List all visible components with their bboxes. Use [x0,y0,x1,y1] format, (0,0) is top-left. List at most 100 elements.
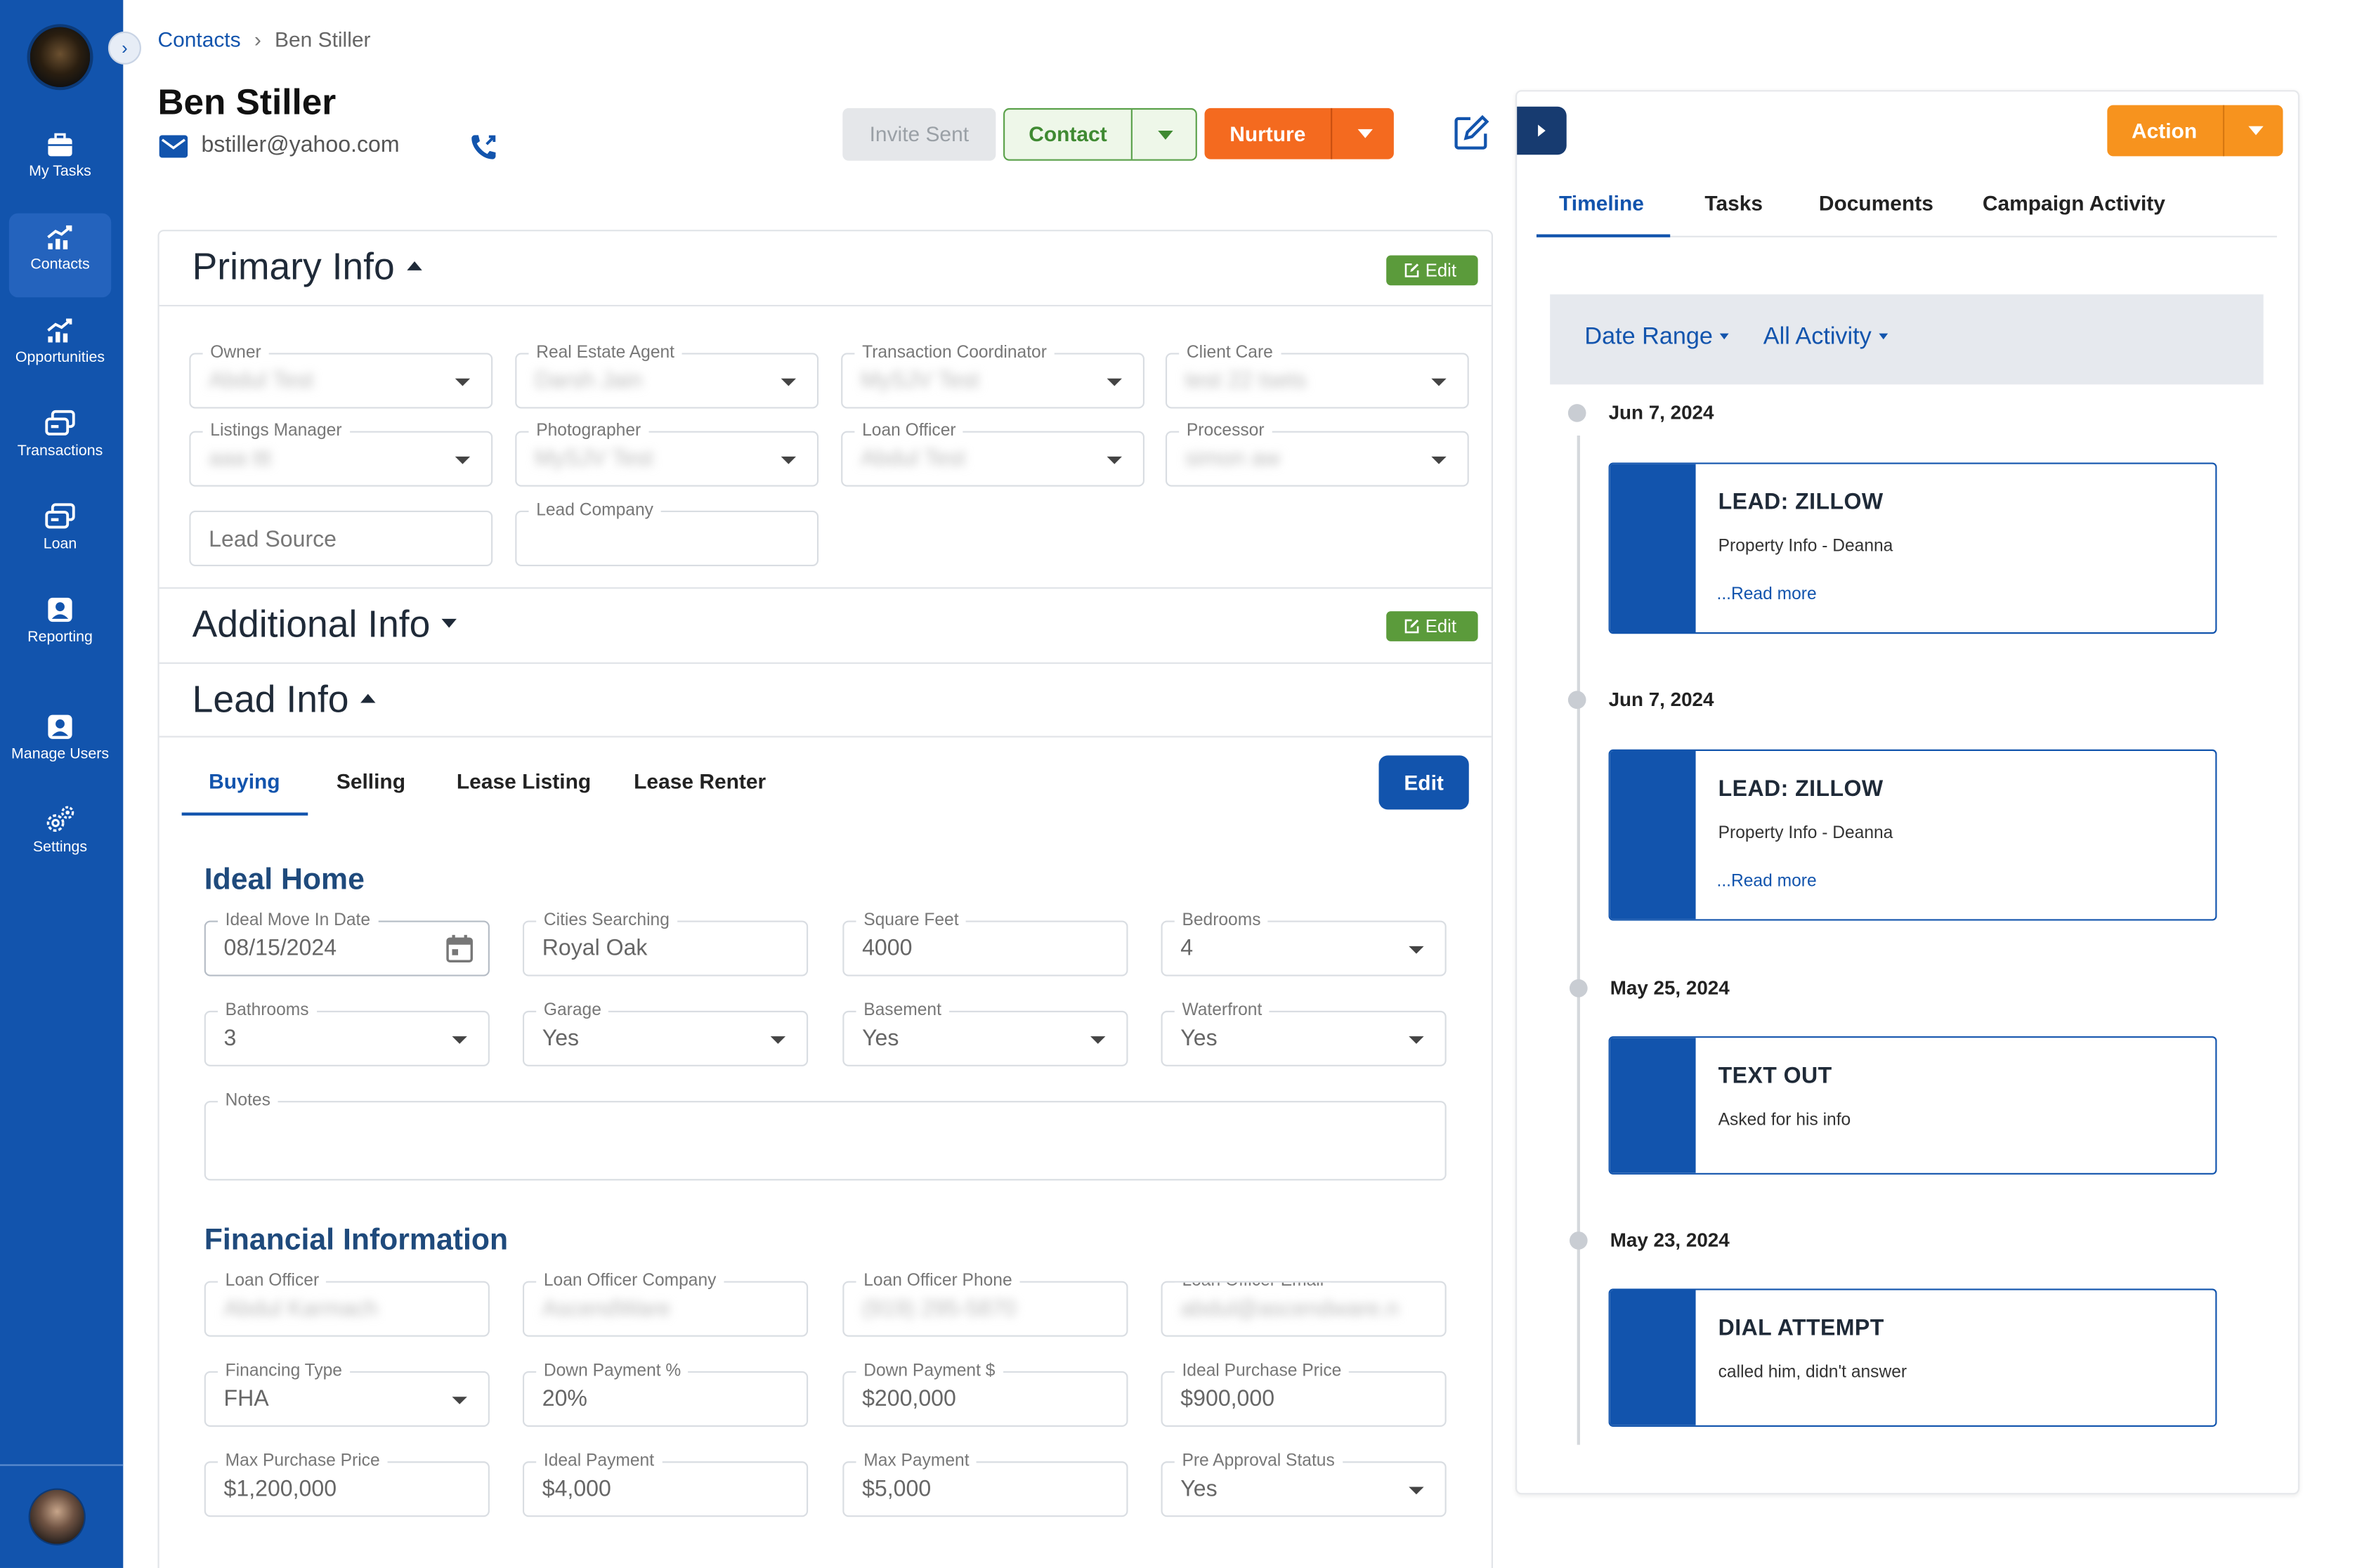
field-value: Abdul Karmach [223,1296,378,1322]
loan-officer-company-input[interactable]: Loan Officer Company AscendWare [522,1270,809,1337]
sidebar-item-opportunities[interactable]: Opportunities [9,306,111,391]
breadcrumb-current: Ben Stiller [275,27,371,51]
sidebar-toggle-button[interactable]: › [107,31,141,65]
lead-company-input[interactable]: Lead Company [515,499,819,566]
max-purchase-price-input[interactable]: Max Purchase Price $1,200,000 [204,1451,490,1517]
panel-collapse-button[interactable] [1517,106,1567,155]
sidebar-item-transactions[interactable]: Transactions [9,400,111,484]
ideal-move-in-date-input[interactable]: Ideal Move In Date 08/15/2024 [204,910,490,976]
transaction-coordinator-select[interactable]: Transaction Coordinator MySJV Test [841,342,1145,409]
field-value: $200,000 [862,1386,956,1412]
loan-officer-input[interactable]: Loan Officer Abdul Karmach [204,1270,490,1337]
max-payment-input[interactable]: Max Payment $5,000 [842,1451,1128,1517]
sidebar-item-contacts[interactable]: Contacts [8,213,112,298]
date-range-filter[interactable]: Date Range [1584,325,1730,351]
user-avatar[interactable] [28,1488,86,1546]
photographer-select[interactable]: Photographer MySJV Test [515,420,819,487]
chart-up-icon [47,318,72,343]
owner-select[interactable]: Owner Abdul Test [189,342,493,409]
listings-manager-select[interactable]: Listings Manager aaa ttt [189,420,493,487]
pre-approval-status-select[interactable]: Pre Approval Status Yes [1161,1451,1447,1517]
lead-info-header[interactable]: Lead Info [193,679,377,722]
nurture-label[interactable]: Nurture [1229,122,1306,146]
timeline-event-card[interactable]: LEAD: ZILLOW Property Info - Deanna ...R… [1608,749,2217,921]
tab-lease-listing[interactable]: Lease Listing [456,769,592,793]
tab-timeline[interactable]: Timeline [1559,190,1644,215]
financing-type-select[interactable]: Financing Type FHA [204,1360,490,1427]
tab-documents[interactable]: Documents [1818,190,1933,215]
tab-tasks[interactable]: Tasks [1704,190,1763,215]
down-payment-amount-input[interactable]: Down Payment $ $200,000 [842,1360,1128,1427]
sidebar: My Tasks Contacts Opportunities Transact… [0,0,124,1568]
timeline-date: May 23, 2024 [1610,1228,1730,1251]
action-button[interactable]: Action [2107,105,2283,157]
read-more-link[interactable]: ...Read more [1716,873,1817,891]
tab-selling[interactable]: Selling [336,769,406,793]
caret-down-icon [452,1397,467,1404]
sidebar-item-label: Contacts [30,256,90,274]
field-value: 4000 [862,935,913,962]
sidebar-item-label: Loan [43,536,77,553]
sidebar-item-settings[interactable]: Settings [9,796,111,880]
primary-info-edit-button[interactable]: Edit [1386,255,1478,286]
waterfront-select[interactable]: Waterfront Yes [1161,1000,1447,1066]
sidebar-item-label: Manage Users [11,746,110,764]
real-estate-agent-select[interactable]: Real Estate Agent Darsh Jain [515,342,819,409]
edit-contact-icon[interactable] [1452,114,1489,151]
field-label: Loan Officer [854,420,964,442]
contact-email[interactable]: bstiller@yahoo.com [201,132,400,158]
timeline-event-card[interactable]: LEAD: ZILLOW Property Info - Deanna ...R… [1608,462,2217,634]
loan-officer-select[interactable]: Loan Officer Abdul Test [841,420,1145,487]
loan-officer-phone-input[interactable]: Loan Officer Phone (919) 295-5870 [842,1270,1128,1337]
tab-lease-renter[interactable]: Lease Renter [634,769,766,793]
sidebar-item-manage-users[interactable]: Manage Users [9,703,111,788]
bathrooms-select[interactable]: Bathrooms 3 [204,1000,490,1066]
field-value: aaa ttt [209,445,272,472]
additional-info-edit-button[interactable]: Edit [1386,611,1478,641]
bedrooms-select[interactable]: Bedrooms 4 [1161,910,1447,976]
field-value: $4,000 [542,1476,611,1502]
invite-sent-button[interactable]: Invite Sent [842,107,996,161]
primary-info-header[interactable]: Primary Info [193,247,422,290]
client-care-select[interactable]: Client Care test 22 tsets [1165,342,1469,409]
loan-officer-email-input[interactable]: Loan Officer Email abdul@ascendware.n [1161,1281,1447,1337]
timeline-dot [1570,1231,1588,1250]
down-payment-percent-input[interactable]: Down Payment % 20% [522,1360,809,1427]
nurture-button[interactable]: Nurture [1204,107,1394,159]
lead-source-input[interactable]: Lead Source [189,510,493,566]
basement-select[interactable]: Basement Yes [842,1000,1128,1066]
tab-buying[interactable]: Buying [209,769,280,793]
action-label[interactable]: Action [2132,118,2198,143]
square-feet-input[interactable]: Square Feet 4000 [842,910,1128,976]
breadcrumb: Contacts › Ben Stiller [157,27,370,51]
sidebar-item-my-tasks[interactable]: My Tasks [9,120,111,204]
ideal-purchase-price-input[interactable]: Ideal Purchase Price $900,000 [1161,1360,1447,1427]
contact-name: Ben Stiller [157,82,337,124]
notes-textarea[interactable]: Notes [204,1090,1447,1181]
field-label: Real Estate Agent [528,342,682,364]
sidebar-item-reporting[interactable]: Reporting [9,586,111,670]
tab-campaign-activity[interactable]: Campaign Activity [1982,190,2165,215]
cities-searching-input[interactable]: Cities Searching Royal Oak [522,910,809,976]
contact-status-button[interactable]: Contact [1003,107,1197,161]
garage-select[interactable]: Garage Yes [522,1000,809,1066]
timeline-event-card[interactable]: TEXT OUT Asked for his info [1608,1036,2217,1175]
calendar-icon[interactable] [446,934,473,963]
activity-filter[interactable]: All Activity [1763,325,1888,351]
lead-info-edit-button[interactable]: Edit [1378,755,1469,810]
ideal-payment-input[interactable]: Ideal Payment $4,000 [522,1451,809,1517]
contact-status-label[interactable]: Contact [1029,122,1107,146]
phone-outgoing-icon[interactable] [469,132,499,162]
nurture-dropdown[interactable] [1331,107,1394,159]
read-more-link[interactable]: ...Read more [1716,585,1817,604]
timeline-event-card[interactable]: DIAL ATTEMPT called him, didn't answer [1608,1288,2217,1427]
action-dropdown[interactable] [2222,105,2283,157]
processor-select[interactable]: Processor simon aw [1165,420,1469,487]
cards-icon [45,503,75,529]
contact-status-dropdown[interactable] [1130,110,1197,159]
contact-details-card: Primary Info Edit Owner Abdul Test Real E… [157,230,1493,1568]
breadcrumb-contacts-link[interactable]: Contacts [157,27,241,51]
sidebar-item-loan[interactable]: Loan [9,492,111,577]
event-color-bar [1610,1290,1696,1425]
additional-info-header[interactable]: Additional Info [193,603,457,647]
